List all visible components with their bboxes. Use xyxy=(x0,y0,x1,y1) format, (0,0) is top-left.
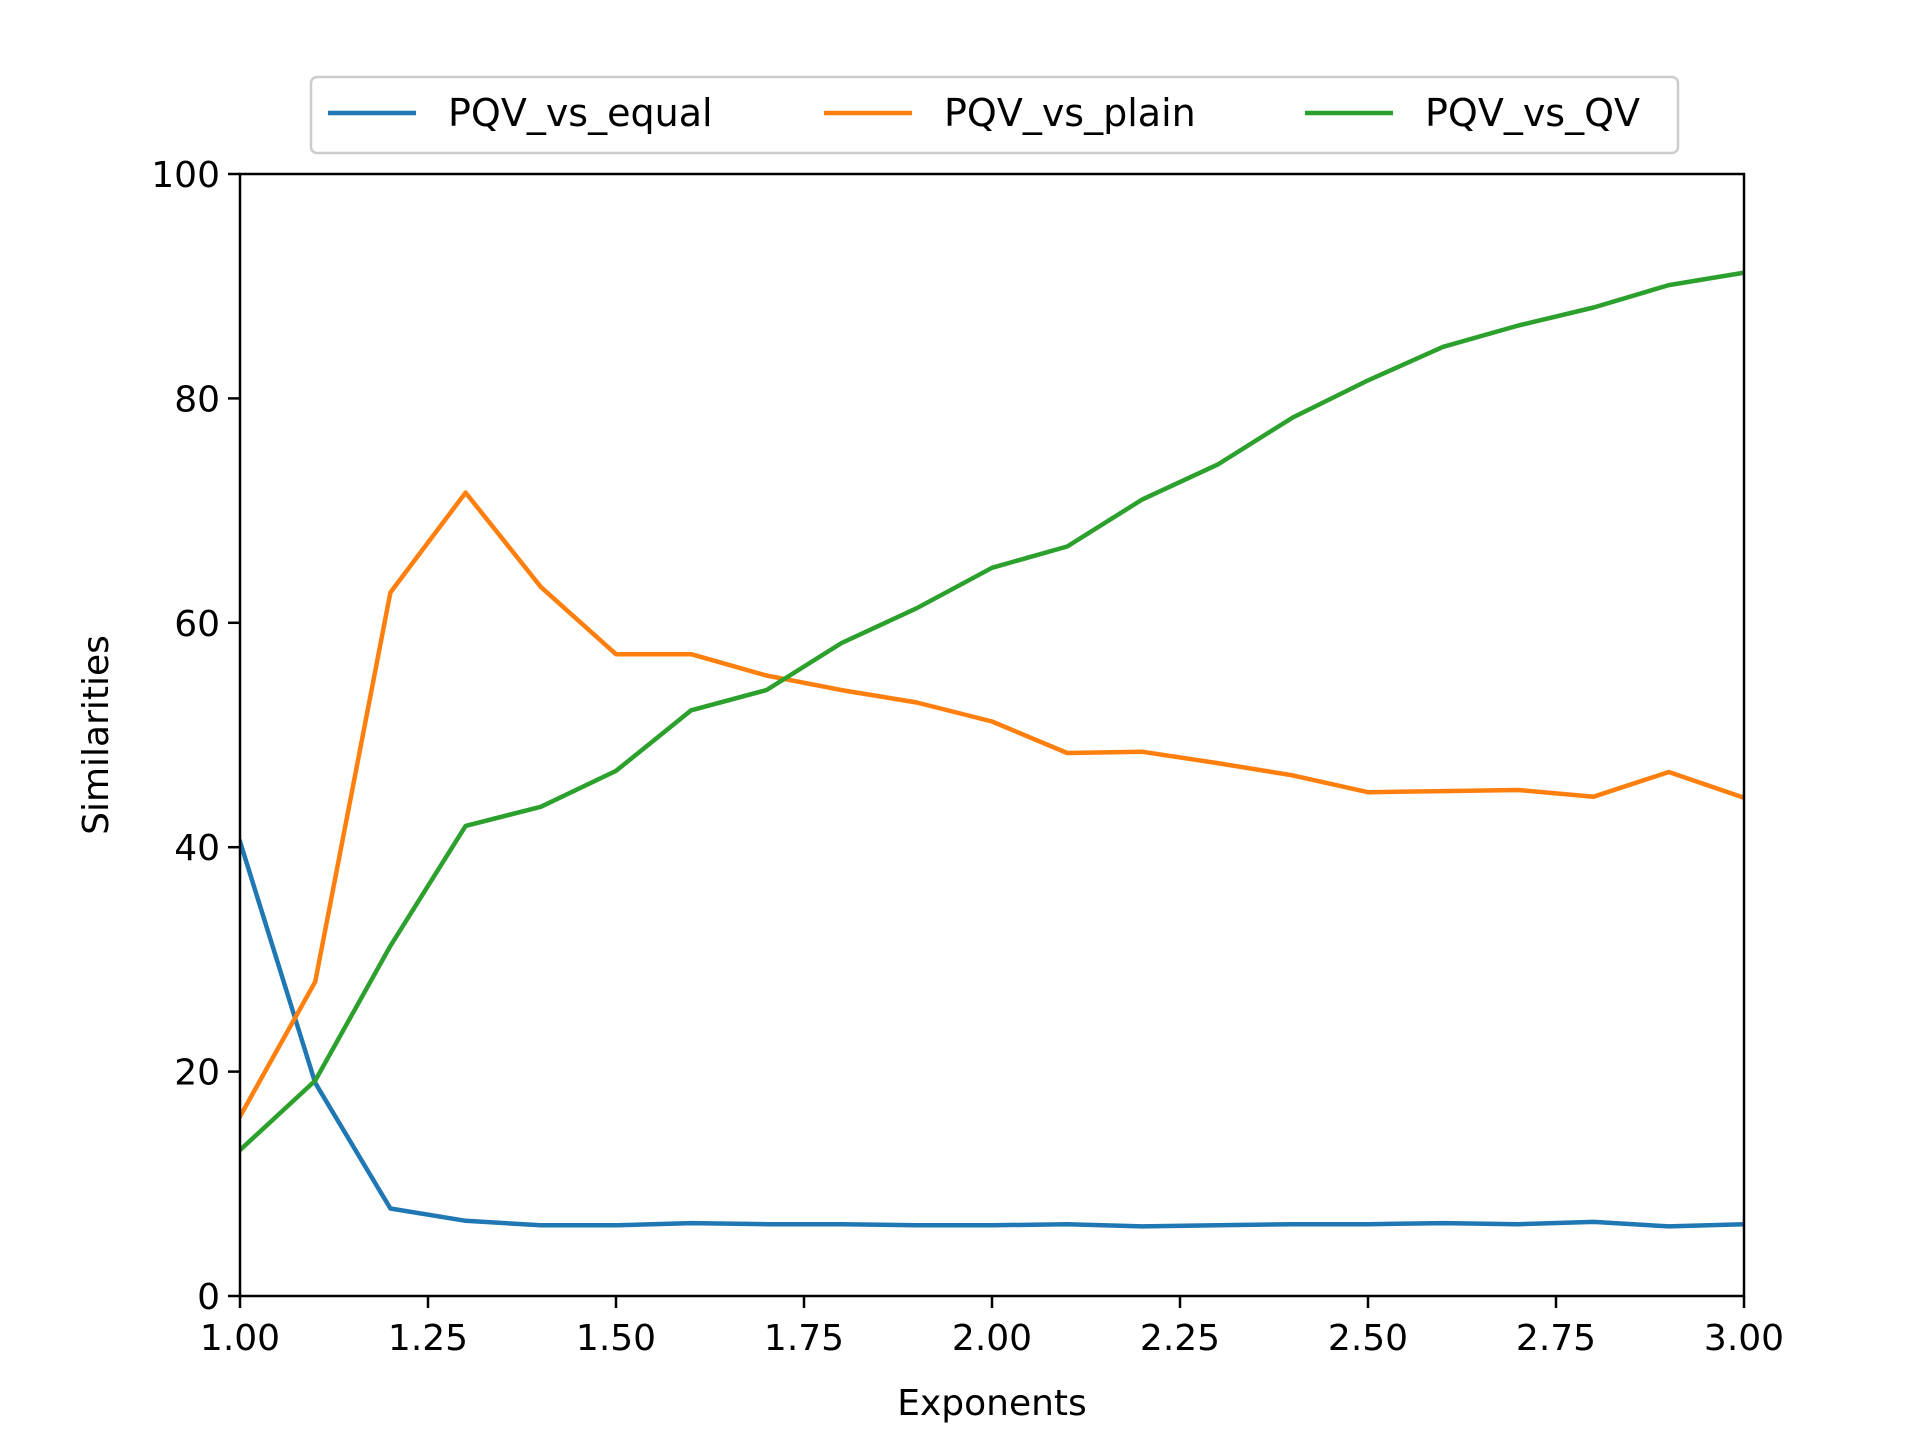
x-tick-label: 2.75 xyxy=(1516,1318,1596,1359)
legend-label-pqv-vs-plain: PQV_vs_plain xyxy=(944,91,1196,135)
x-tick-label: 1.50 xyxy=(576,1318,656,1359)
y-tick-label: 0 xyxy=(197,1277,220,1318)
series-line-pqv-vs-equal xyxy=(240,838,1744,1229)
x-tick-label: 2.50 xyxy=(1328,1318,1408,1359)
legend-label-pqv-vs-equal: PQV_vs_equal xyxy=(448,91,713,135)
series-line-pqv-vs-plain xyxy=(240,490,1744,1120)
y-tick-label: 20 xyxy=(174,1053,220,1094)
x-axis: 1.00 1.25 1.50 1.75 2.00 2.25 2.50 2.75 3.00 xyxy=(200,1296,1784,1359)
y-tick-label: 60 xyxy=(174,604,220,645)
x-tick-label: 1.75 xyxy=(764,1318,844,1359)
y-tick-label: 100 xyxy=(151,155,220,196)
series-lines xyxy=(240,270,1744,1229)
y-tick-label: 80 xyxy=(174,379,220,420)
legend: PQV_vs_equal PQV_vs_plain PQV_vs_QV xyxy=(309,75,1680,155)
x-tick-label: 2.25 xyxy=(1140,1318,1220,1359)
legend-frame xyxy=(309,75,1680,155)
x-tick-label: 1.00 xyxy=(200,1318,280,1359)
x-axis-label: Exponents xyxy=(897,1383,1087,1424)
x-tick-label: 3.00 xyxy=(1704,1318,1784,1359)
y-tick-label: 40 xyxy=(174,828,220,869)
y-axis: 0 20 40 60 80 100 xyxy=(151,155,240,1318)
x-tick-label: 2.00 xyxy=(952,1318,1032,1359)
legend-label-pqv-vs-qv: PQV_vs_QV xyxy=(1425,91,1640,135)
y-axis-label: Similarities xyxy=(76,635,117,835)
series-line-pqv-vs-qv xyxy=(240,270,1744,1154)
plot-area-frame xyxy=(238,172,1746,1298)
x-tick-label: 1.25 xyxy=(388,1318,468,1359)
